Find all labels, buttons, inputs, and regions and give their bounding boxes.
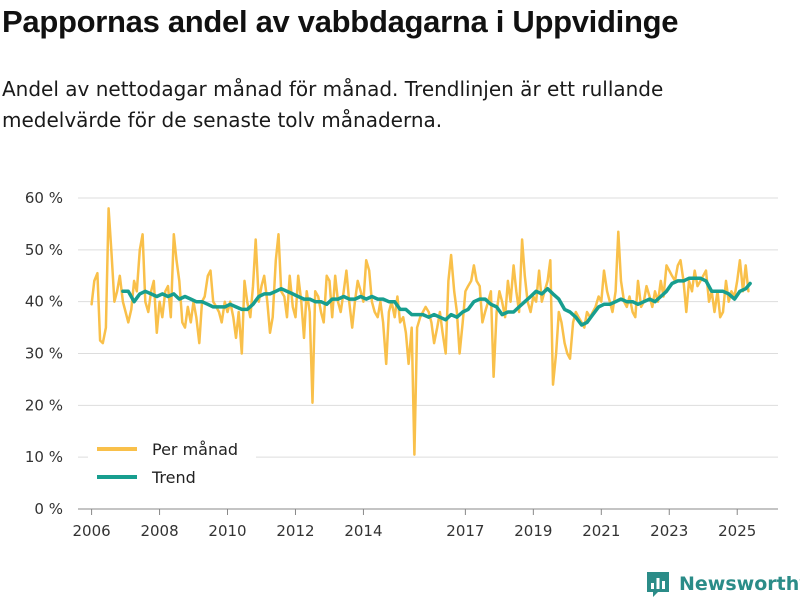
x-tick-label: 2014	[344, 522, 382, 540]
legend-label-per-manad: Per månad	[152, 440, 238, 459]
y-tick-label: 60 %	[25, 189, 63, 207]
x-tick-label: 2010	[208, 522, 246, 540]
x-tick-label: 2006	[72, 522, 110, 540]
legend-background	[88, 436, 256, 492]
series-line-trend	[121, 276, 752, 327]
x-tick-label: 2019	[514, 522, 552, 540]
x-tick-label: 2025	[718, 522, 756, 540]
legend-label-trend: Trend	[151, 468, 196, 487]
y-tick-label: 30 %	[25, 345, 63, 363]
x-axis: 2006 2008 2010 2012 2014 2017 2019 2021 2023 2025	[72, 509, 756, 540]
series-line-per-manad	[90, 207, 750, 456]
series-group	[90, 207, 752, 456]
chart-subtitle: Andel av nettodagar månad för månad. Tre…	[2, 77, 664, 132]
y-axis: 0 % 10 % 20 % 30 % 40 % 50 % 60 %	[25, 189, 63, 518]
y-tick-label: 40 %	[25, 293, 63, 311]
brand-name: Newsworthy	[679, 573, 800, 595]
x-tick-label: 2023	[650, 522, 688, 540]
brand-logo[interactable]: Newsworthy	[645, 570, 800, 598]
y-tick-label: 0 %	[34, 500, 63, 518]
legend: Per månad Trend	[88, 436, 256, 492]
x-tick-label: 2012	[276, 522, 314, 540]
bar-chart-logo-icon	[647, 572, 669, 597]
y-tick-label: 50 %	[25, 241, 63, 259]
x-tick-label: 2021	[582, 522, 620, 540]
chart-title: Pappornas andel av vabbdagarna i Uppvidi…	[2, 4, 679, 39]
x-tick-label: 2008	[140, 522, 178, 540]
x-tick-label: 2017	[446, 522, 484, 540]
y-tick-label: 20 %	[25, 396, 63, 414]
y-tick-label: 10 %	[25, 448, 63, 466]
